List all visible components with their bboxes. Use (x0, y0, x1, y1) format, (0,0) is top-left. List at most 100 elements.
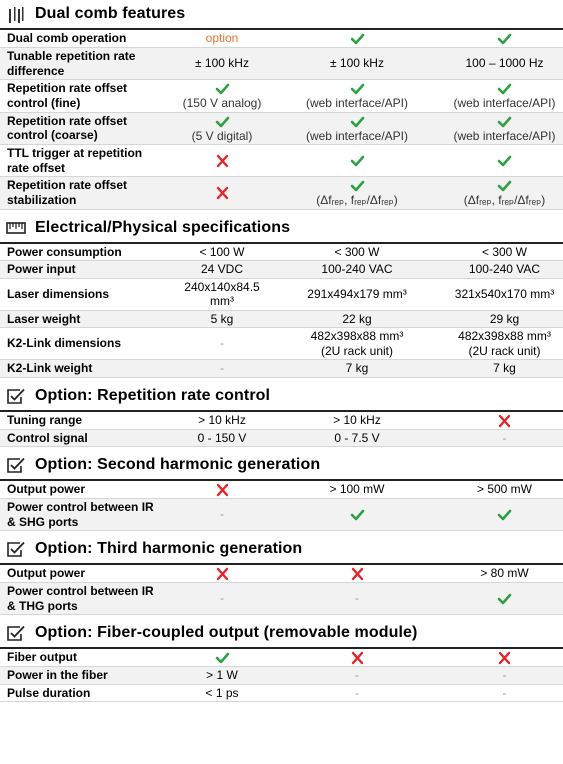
spec-row: Repetition rate offset control (fine) (15… (0, 79, 563, 113)
value-cell: - (268, 666, 446, 685)
section: Option: Repetition rate control Tuning ra… (0, 382, 563, 448)
value-cell: > 10 kHz (268, 411, 446, 430)
check-icon (497, 83, 512, 95)
section-icon (9, 7, 24, 23)
value-cell: < 300 W (446, 243, 563, 261)
value-cell: 7 kg (446, 359, 563, 378)
cell-text: 0 - 150 V (197, 430, 247, 445)
cell-text: 5 kg (210, 311, 234, 326)
check-icon (497, 116, 512, 127)
section-header: Electrical/Physical specifications (0, 214, 563, 244)
row-label: Fiber output (7, 650, 77, 665)
cell-text: 240x140x84.5 mm³ (184, 279, 260, 309)
value-cell: option (176, 30, 268, 48)
cell-text: - (355, 591, 359, 606)
value-cell (268, 649, 446, 667)
section-icon (7, 388, 25, 404)
value-cell (446, 144, 563, 177)
section-icon (6, 221, 26, 234)
value-cell: - (268, 684, 446, 702)
row-label-cell: K2-Link dimensions (0, 327, 176, 360)
value-cell (176, 649, 268, 667)
value-cell: < 1 ps (176, 684, 268, 702)
cell-text: > 100 mW (329, 482, 385, 497)
cell-text: 29 kg (489, 311, 520, 326)
cross-icon (216, 483, 228, 497)
cell-text: (web interface/API) (305, 96, 409, 110)
cell-text: > 1 W (206, 668, 238, 682)
cell-text: 482x398x88 mm³ (2U rack unit) (458, 329, 551, 358)
section-icon (7, 457, 25, 473)
row-label: Tuning range (7, 412, 83, 427)
cell-text: - (355, 668, 359, 682)
check-icon (350, 155, 364, 167)
cell-text: 321x540x170 mm³ (454, 286, 555, 301)
row-label-cell: Repetition rate offset control (coarse) (0, 112, 176, 145)
cell-text: (Δfᵣₑₚ, fᵣₑₚ/Δfᵣₑₚ) (316, 193, 398, 207)
spec-row: Laser weight 5 kg 22 kg 29 kg (0, 310, 563, 328)
value-cell: 5 kg (176, 310, 268, 328)
cell-text: 7 kg (345, 361, 369, 375)
table-body: Output power > 100 mW > 500 mW Power contro… (0, 481, 563, 531)
spec-row: Laser dimensions 240x140x84.5 mm³ 291x494x… (0, 278, 563, 311)
value-cell: > 80 mW (446, 565, 563, 583)
section-header: Option: Third harmonic generation (0, 535, 563, 565)
table-body: Dual comb operation option Tunable repetit… (0, 30, 563, 210)
value-cell: 0 - 150 V (176, 429, 268, 447)
cell-text: 22 kg (342, 311, 372, 326)
row-label: K2-Link weight (7, 361, 93, 375)
cross-icon (216, 567, 228, 581)
value-cell: - (446, 666, 563, 685)
section-header: Option: Second harmonic generation (0, 451, 563, 481)
value-cell: (web interface/API) (446, 112, 563, 145)
table-body: Fiber output Power in the fiber > 1 W - - Pul… (0, 649, 563, 702)
spec-table: Dual comb operation option Tunable repetit… (0, 30, 563, 210)
row-label: Output power (7, 566, 85, 581)
row-label-cell: Laser weight (0, 310, 176, 328)
cell-text: - (355, 685, 359, 700)
cell-text: < 300 W (334, 244, 380, 259)
value-cell: ± 100 kHz (268, 47, 446, 80)
row-label: Power consumption (7, 244, 122, 259)
spec-table: Output power > 100 mW > 500 mW Power contro… (0, 481, 563, 531)
value-cell: - (446, 684, 563, 702)
section-title: Option: Fiber-coupled output (removable … (35, 624, 418, 641)
value-cell: (Δfᵣₑₚ, fᵣₑₚ/Δfᵣₑₚ) (268, 176, 446, 210)
cell-text: (web interface/API) (453, 128, 556, 143)
value-cell (268, 498, 446, 531)
cell-text: 100-240 VAC (321, 262, 393, 276)
check-icon (350, 509, 364, 521)
value-cell: - (176, 359, 268, 378)
cell-text: 7 kg (493, 361, 516, 375)
spec-row: Pulse duration < 1 ps - - (0, 684, 563, 702)
row-label: K2-Link dimensions (7, 336, 122, 351)
value-cell: 291x494x179 mm³ (268, 278, 446, 311)
check-icon (215, 116, 229, 127)
row-label: Output power (7, 482, 85, 497)
value-cell: ± 100 kHz (176, 47, 268, 80)
spec-row: Power consumption < 100 W < 300 W < 300 W (0, 243, 563, 261)
section: Option: Fiber-coupled output (removable … (0, 619, 563, 702)
check-icon (497, 155, 512, 167)
row-label: Power input (7, 262, 76, 276)
cell-text: > 10 kHz (198, 412, 246, 427)
value-cell: 0 - 7.5 V (268, 429, 446, 447)
row-label-cell: Tuning range (0, 411, 176, 430)
value-cell: (web interface/API) (446, 79, 563, 113)
cell-text: option (205, 31, 239, 46)
row-label-cell: Laser dimensions (0, 278, 176, 311)
row-label-cell: Control signal (0, 429, 176, 447)
cell-text: > 10 kHz (333, 412, 381, 427)
spec-row: TTL trigger at repetition rate offset (0, 144, 563, 177)
section-header: Option: Fiber-coupled output (removable … (0, 619, 563, 649)
row-label-cell: Fiber output (0, 649, 176, 667)
spec-row: K2-Link dimensions - 482x398x88 mm³ (2U ra… (0, 327, 563, 360)
value-cell: (5 V digital) (176, 112, 268, 145)
value-cell: 240x140x84.5 mm³ (176, 278, 268, 311)
section-title: Electrical/Physical specifications (35, 218, 291, 236)
check-icon (215, 652, 229, 664)
check-icon (215, 83, 229, 95)
row-label: Laser dimensions (7, 286, 110, 301)
spec-row: K2-Link weight - 7 kg 7 kg (0, 359, 563, 378)
cross-icon (216, 187, 228, 200)
